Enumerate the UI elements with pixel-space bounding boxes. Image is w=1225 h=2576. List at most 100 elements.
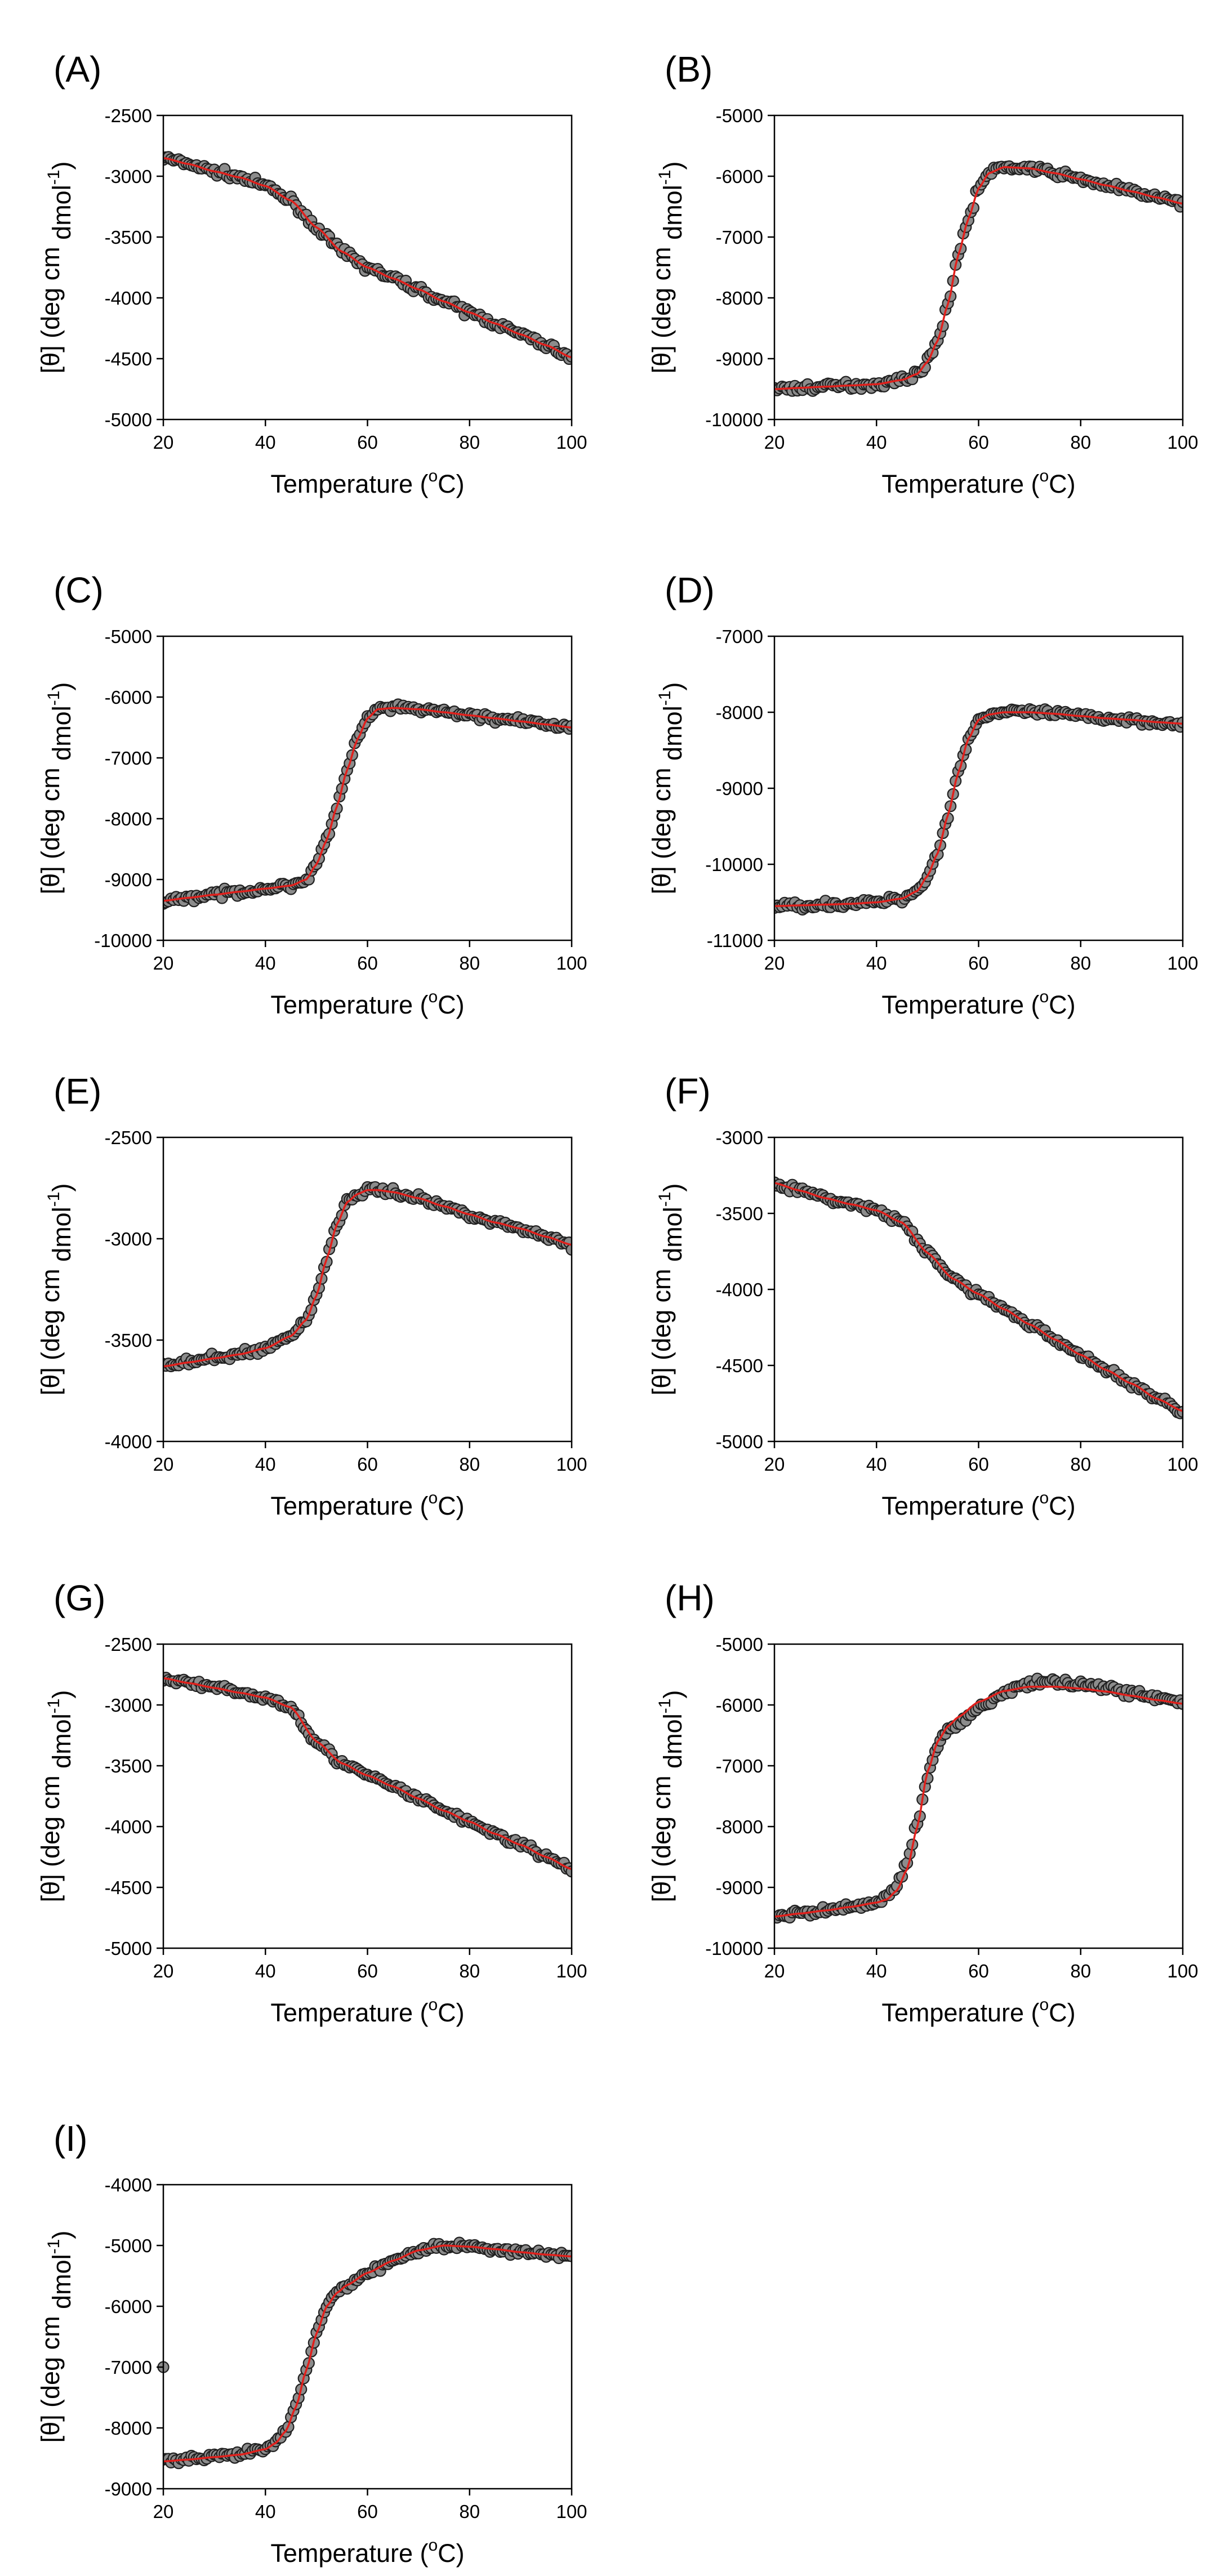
- x-tick-label: 40: [255, 1454, 276, 1475]
- y-axis-title-exp: -1: [44, 1699, 63, 1714]
- x-axis-title-exp: o: [428, 2536, 438, 2555]
- fit-line: [774, 1182, 1183, 1412]
- y-tick-label: -5000: [105, 626, 152, 647]
- x-axis-title: Temperature (oC): [881, 988, 1075, 1019]
- x-tick-label: 100: [1167, 1961, 1198, 1981]
- y-tick-label: -4500: [105, 1877, 152, 1898]
- x-axis-title-exp: o: [1039, 988, 1049, 1006]
- panel-label: (F): [665, 1071, 711, 1111]
- x-tick-label: 60: [968, 1961, 989, 1981]
- x-tick-label: 80: [459, 1454, 480, 1475]
- panel-label: (B): [665, 49, 712, 90]
- y-axis-title-middle: dmol: [658, 1207, 687, 1269]
- x-axis-title-prefix: Temperature (: [270, 1492, 428, 1520]
- x-axis-title: Temperature (oC): [270, 988, 464, 1019]
- y-axis-title-suffix: ): [658, 1184, 687, 1192]
- y-axis-title-middle: dmol: [658, 185, 687, 247]
- y-tick-label: -3000: [105, 166, 152, 187]
- x-tick-label: 100: [1167, 953, 1198, 974]
- x-tick-label: 100: [556, 953, 587, 974]
- y-tick-label: -10000: [94, 930, 152, 951]
- x-tick-label: 20: [153, 1961, 174, 1981]
- x-axis-title-prefix: Temperature (: [881, 990, 1039, 1019]
- y-tick-label: -7000: [716, 1756, 763, 1776]
- x-tick-label: 40: [255, 953, 276, 974]
- chart-panel-c: (C) 20 40 60 80 100 -10000 -9000 -8000 -7000 -6000…: [36, 570, 587, 1019]
- y-tick-label: -3500: [105, 1330, 152, 1351]
- x-tick-label: 40: [866, 1454, 887, 1475]
- y-tick-label: -7000: [105, 2357, 152, 2378]
- y-tick-label: -4000: [716, 1279, 763, 1300]
- panel-label: (D): [665, 570, 715, 610]
- x-tick-label: 80: [459, 2501, 480, 2522]
- x-tick-label: 80: [1070, 953, 1091, 974]
- panel-label: (A): [54, 49, 101, 90]
- x-axis-title-suffix: C): [1049, 990, 1075, 1019]
- x-tick-label: 100: [556, 1961, 587, 1981]
- fit-line: [774, 711, 1183, 908]
- chart-panel-d: (D) 20 40 60 80 100 -11000 -10000 -9000 -8000 -700…: [647, 570, 1199, 1019]
- x-axis-title-suffix: C): [438, 1998, 464, 2027]
- y-tick-label: -3500: [716, 1203, 763, 1224]
- y-tick-label: -8000: [716, 1816, 763, 1837]
- y-axis-title: [θ] (deg cm dmol-1): [647, 1184, 687, 1396]
- y-axis-title-middle: dmol: [47, 706, 76, 767]
- y-tick-label: -5000: [105, 2235, 152, 2256]
- y-tick-label: -7000: [716, 227, 763, 248]
- y-axis-title-prefix: [θ] (deg cm: [647, 247, 676, 373]
- y-tick-label: -3500: [105, 1756, 152, 1776]
- x-axis-title-prefix: Temperature (: [270, 2539, 428, 2568]
- x-axis-title-prefix: Temperature (: [270, 990, 428, 1019]
- x-axis-title-suffix: C): [438, 470, 464, 498]
- x-tick-label: 100: [556, 1454, 587, 1475]
- y-tick-label: -3000: [105, 1229, 152, 1249]
- y-tick-label: -6000: [105, 687, 152, 708]
- chart-panel-a: (A) 20 40 60 80 100 -5000 -4500 -4000 -3500 -3000 -…: [36, 49, 587, 498]
- y-tick-label: -8000: [716, 702, 763, 723]
- y-tick-label: -9000: [716, 778, 763, 799]
- x-axis-title-suffix: C): [438, 1492, 464, 1520]
- y-axis-title: [θ] (deg cm dmol-1): [36, 2231, 76, 2443]
- y-axis-title: [θ] (deg cm dmol-1): [36, 1690, 76, 1903]
- y-tick-label: -11000: [707, 930, 763, 951]
- y-tick-label: -4000: [105, 2175, 152, 2195]
- y-axis-title-prefix: [θ] (deg cm: [36, 1775, 65, 1902]
- x-axis-title-prefix: Temperature (: [881, 470, 1039, 498]
- y-axis-title-prefix: [θ] (deg cm: [36, 1269, 65, 1395]
- y-axis-title-prefix: [θ] (deg cm: [36, 767, 65, 894]
- y-axis-title-middle: dmol: [47, 1207, 76, 1269]
- x-axis-title-exp: o: [1039, 1489, 1049, 1507]
- y-tick-label: -9000: [716, 1877, 763, 1898]
- y-axis-title-middle: dmol: [47, 185, 76, 247]
- x-axis-title-prefix: Temperature (: [881, 1998, 1039, 2027]
- x-tick-label: 20: [764, 432, 785, 453]
- y-tick-label: -2500: [105, 105, 152, 126]
- y-tick-label: -7000: [105, 748, 152, 769]
- y-tick-label: -3000: [105, 1695, 152, 1716]
- panel-label: (I): [54, 2118, 87, 2159]
- x-tick-label: 20: [764, 953, 785, 974]
- y-tick-label: -7000: [716, 626, 763, 647]
- x-axis-title: Temperature (oC): [881, 467, 1075, 498]
- y-tick-label: -2500: [105, 1127, 152, 1148]
- panel-label: (G): [54, 1578, 105, 1618]
- fit-line: [774, 1685, 1183, 1918]
- y-axis-title: [θ] (deg cm dmol-1): [647, 162, 687, 374]
- x-tick-label: 100: [1167, 432, 1198, 453]
- x-tick-label: 40: [866, 432, 887, 453]
- y-tick-label: -3000: [716, 1127, 763, 1148]
- x-axis-title-suffix: C): [438, 990, 464, 1019]
- data-point: [565, 720, 572, 732]
- y-axis-title-prefix: [θ] (deg cm: [647, 767, 676, 894]
- y-tick-label: -10000: [705, 409, 763, 430]
- y-axis-title-suffix: ): [47, 162, 76, 170]
- x-tick-label: 20: [153, 1454, 174, 1475]
- y-axis-title: [θ] (deg cm dmol-1): [36, 162, 76, 374]
- x-axis-title: Temperature (oC): [270, 467, 464, 498]
- x-tick-label: 80: [1070, 432, 1091, 453]
- y-axis-title: [θ] (deg cm dmol-1): [36, 682, 76, 895]
- x-tick-label: 20: [764, 1454, 785, 1475]
- x-axis-title-prefix: Temperature (: [270, 1998, 428, 2027]
- y-tick-label: -4000: [105, 1431, 152, 1452]
- y-axis-title-prefix: [θ] (deg cm: [36, 247, 65, 373]
